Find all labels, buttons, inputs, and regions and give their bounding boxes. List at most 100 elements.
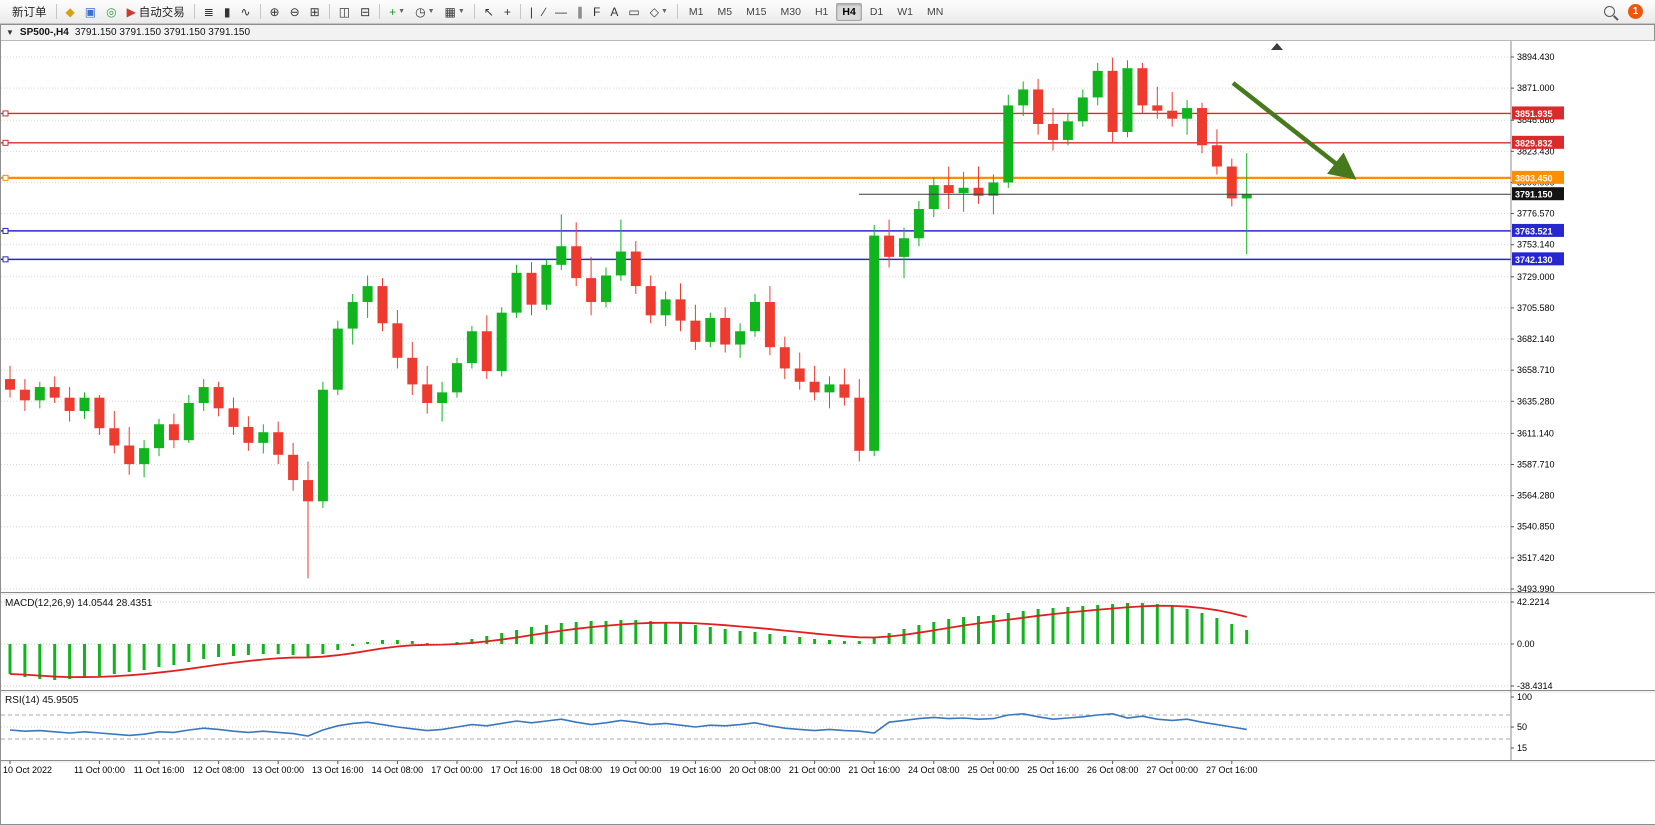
tile-windows-icon[interactable]: ◫ [335,1,354,22]
price-axis[interactable]: 3894.4303871.0003846.8603823.4303800.000… [1510,41,1555,760]
new-order-button[interactable]: 新订单 [5,1,51,22]
svg-text:-38.4314: -38.4314 [1517,681,1553,691]
timeframe-m5[interactable]: M5 [717,5,733,18]
search-icon[interactable] [1600,1,1619,22]
svg-text:3846.860: 3846.860 [1517,115,1555,125]
terminal-window-icon[interactable]: ▣ [81,1,100,22]
rectangle-icon[interactable]: ▭ [624,1,643,22]
chart-shift-marker[interactable] [1271,43,1283,50]
timeframe-m15[interactable]: M15 [746,5,767,18]
cascade-windows-icon-glyph: ⊟ [360,4,371,19]
svg-text:3823.430: 3823.430 [1517,146,1555,156]
templates-icon-glyph: ▦ [444,4,456,19]
fibonacci-icon-glyph: F [593,4,601,19]
toolbar-separator [473,4,475,19]
toolbar-separator [328,4,330,19]
svg-text:13 Oct 16:00: 13 Oct 16:00 [312,765,364,775]
terminal-window-icon-glyph: ▣ [84,4,97,19]
svg-text:11 Oct 16:00: 11 Oct 16:00 [134,765,185,775]
grid-icon-glyph: ⊞ [309,4,320,19]
period-clock-icon-glyph: ◷ [415,4,426,19]
channel-icon-glyph: ∥ [577,4,583,19]
chart-quotes: 3791.150 3791.150 3791.150 3791.150 [74,27,251,38]
collapse-icon[interactable]: ▼ [6,28,14,37]
candlestick-chart-icon[interactable]: ▮ [220,1,235,22]
horizontal-line-icon-glyph: ― [555,4,567,19]
svg-text:15: 15 [1517,743,1527,753]
timeframe-d1[interactable]: D1 [869,5,884,18]
zoom-out-icon[interactable]: ⊖ [286,1,304,22]
cascade-windows-icon[interactable]: ⊟ [356,1,374,22]
chart-canvas[interactable]: 3894.4303871.0003846.8603823.4303800.000… [1,41,1655,824]
strategy-tester-icon[interactable]: ◎ [102,1,120,22]
price-badges[interactable]: 3851.935 3829.832 3803.450 3763.521 3742.130… [1512,106,1564,266]
zoom-in-icon[interactable]: ⊕ [266,1,284,22]
line-chart-icon[interactable]: ∿ [236,1,254,22]
timeframe-m30[interactable]: M30 [780,5,801,18]
svg-text:21 Oct 00:00: 21 Oct 00:00 [789,765,841,775]
timeframe-h1[interactable]: H1 [814,5,829,18]
svg-text:27 Oct 00:00: 27 Oct 00:00 [1146,765,1198,775]
shapes-icon[interactable]: ◇ ▼ [646,1,672,22]
fibonacci-icon[interactable]: F [589,1,604,22]
bar-chart-icon[interactable]: ≣ [200,1,218,22]
svg-text:27 Oct 16:00: 27 Oct 16:00 [1206,765,1258,775]
timeframe-h4[interactable]: H4 [836,2,862,21]
svg-text:26 Oct 08:00: 26 Oct 08:00 [1087,765,1139,775]
vertical-line-icon[interactable]: | [526,1,537,22]
svg-text:21 Oct 16:00: 21 Oct 16:00 [848,765,900,775]
chevron-down-icon: ▼ [457,8,465,15]
timeframe-w1[interactable]: W1 [897,5,913,18]
svg-text:3791.150: 3791.150 [1515,190,1553,200]
shapes-icon-glyph: ◇ [649,4,659,19]
horizontal-lines[interactable] [1,110,1511,263]
trendline-icon[interactable]: ∕ [539,1,549,22]
svg-text:3564.280: 3564.280 [1517,491,1555,501]
toolbar-right: 1 [1599,1,1651,22]
zoom-out-icon-glyph: ⊖ [289,4,300,19]
svg-text:42.2214: 42.2214 [1517,597,1550,607]
panel-separators[interactable] [1,592,1655,763]
templates-icon[interactable]: ▦ ▼ [441,1,469,22]
svg-text:3894.430: 3894.430 [1517,52,1555,62]
period-clock-icon[interactable]: ◷ ▼ [411,1,438,22]
grid-icon[interactable]: ⊞ [306,1,324,22]
svg-text:100: 100 [1517,692,1532,702]
tile-windows-icon-glyph: ◫ [338,4,351,19]
trend-arrow-annotation[interactable] [1231,81,1357,180]
crosshair-icon[interactable]: + [500,1,515,22]
svg-text:3851.935: 3851.935 [1515,109,1553,119]
text-icon-glyph: A [610,4,619,19]
svg-text:3803.450: 3803.450 [1515,173,1553,183]
svg-text:50: 50 [1517,722,1527,732]
svg-text:19 Oct 00:00: 19 Oct 00:00 [610,765,662,775]
crosshair-icon-glyph: + [503,4,511,19]
chart-symbol-label: SP500-,H4 [19,27,69,38]
channel-icon[interactable]: ∥ [573,1,587,22]
text-icon[interactable]: A [606,1,622,22]
timeframe-m1[interactable]: M1 [688,5,704,18]
zoom-in-icon-glyph: ⊕ [269,4,280,19]
chart-window: ▼ SP500-,H4 3791.150 3791.150 3791.150 3… [0,24,1655,825]
candlestick-chart-icon-glyph: ▮ [223,4,231,19]
cursor-icon[interactable]: ↖ [480,1,498,22]
market-watch-icon-glyph: ◆ [65,4,75,19]
svg-text:20 Oct 08:00: 20 Oct 08:00 [729,765,781,775]
algo-trading-button[interactable]: ▶ 自动交易 [123,1,189,22]
svg-text:3729.000: 3729.000 [1517,272,1555,282]
timeframe-switcher: M1 M5 M15 M30 H1 H4 D1 W1 MN [682,2,950,21]
market-watch-icon[interactable]: ◆ [62,1,79,22]
chart-titlebar: ▼ SP500-,H4 3791.150 3791.150 3791.150 3… [1,25,1654,41]
macd-panel [1,601,1511,687]
rectangle-icon-glyph: ▭ [628,4,640,19]
candlestick-series [5,57,1252,579]
chart-svg[interactable]: 3894.4303871.0003846.8603823.4303800.000… [1,41,1655,824]
svg-text:3753.140: 3753.140 [1517,240,1555,250]
horizontal-line-icon[interactable]: ― [551,1,571,22]
timeframe-mn[interactable]: MN [927,5,944,18]
time-axis[interactable]: 10 Oct 2022 11 Oct 00:00 11 Oct 16:00 12 Oc… [3,761,1258,775]
notification-badge[interactable]: 1 [1628,4,1643,19]
svg-text:3635.280: 3635.280 [1517,396,1555,406]
indicators-icon[interactable]: + ▼ [385,1,409,22]
strategy-tester-icon-glyph: ◎ [106,4,117,19]
